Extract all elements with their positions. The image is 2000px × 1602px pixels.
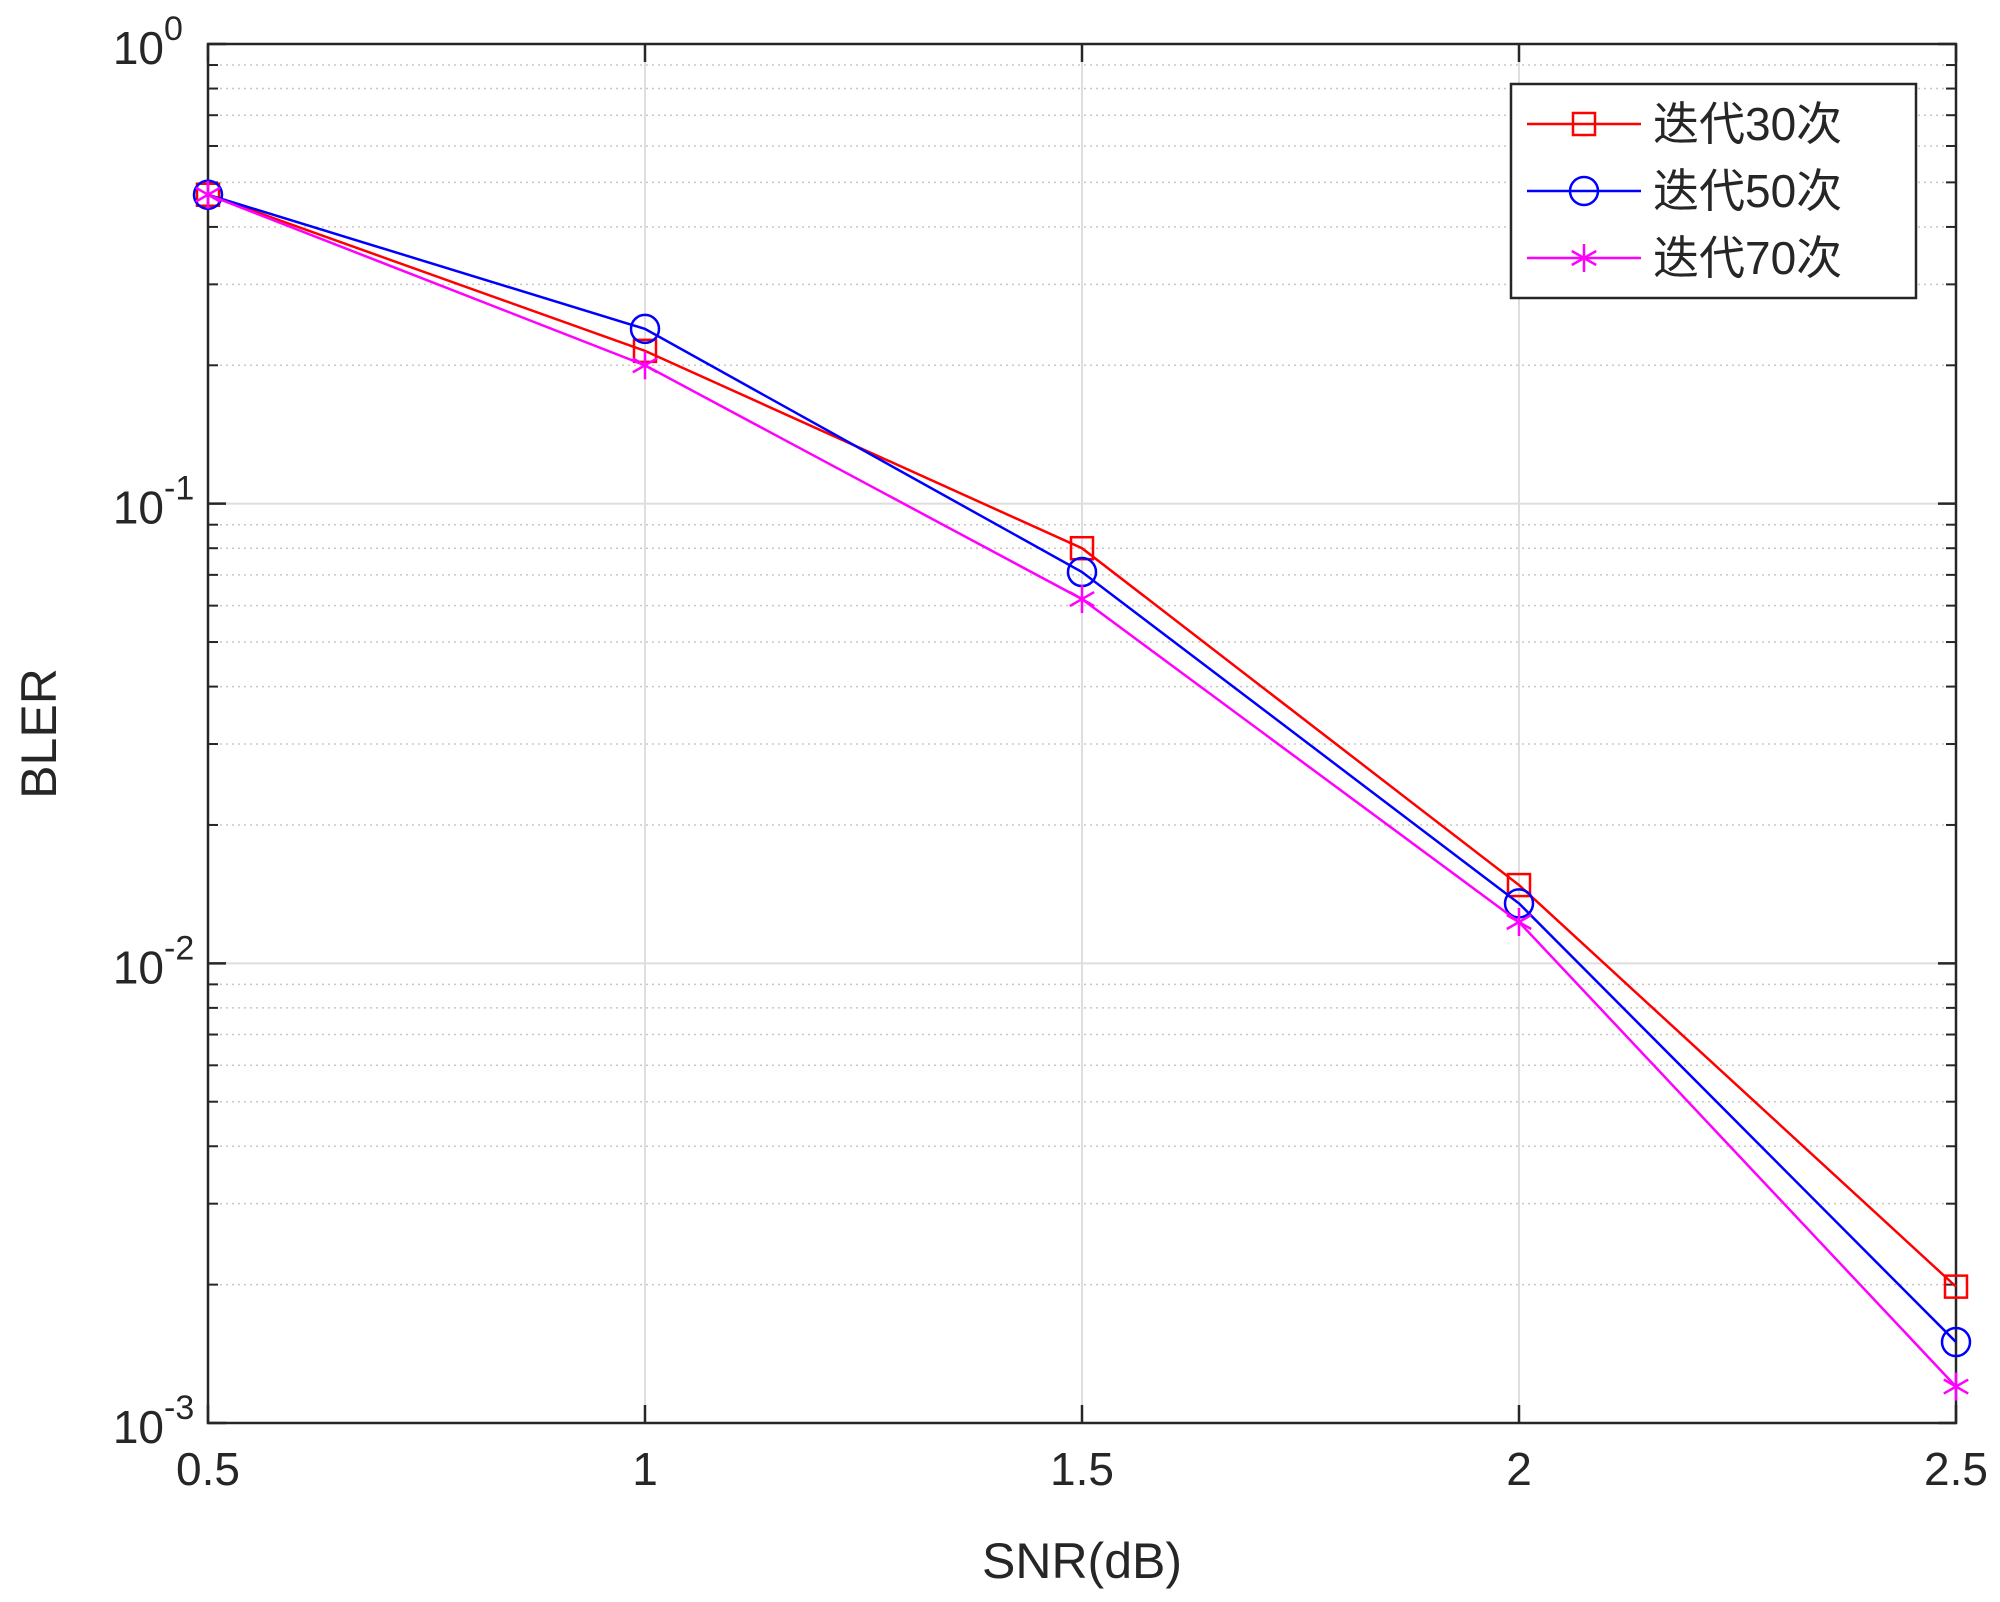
legend-label: 迭代50次 xyxy=(1653,165,1842,217)
y-axis-label: BLER xyxy=(11,668,67,799)
asterisk-stroke xyxy=(632,357,658,374)
series-group xyxy=(192,179,1972,1401)
legend-label: 迭代70次 xyxy=(1653,232,1842,284)
x-tick-label: 0.5 xyxy=(176,1443,240,1495)
circle-marker xyxy=(1940,1326,1972,1358)
y-tick-label: 10 -2 xyxy=(113,929,194,993)
legend-item: 迭代50次 xyxy=(1527,165,1842,217)
y-tick-exponent: -2 xyxy=(164,929,194,967)
y-tick-base: 10 xyxy=(113,22,164,74)
asterisk-marker xyxy=(1069,585,1095,614)
asterisk-marker xyxy=(1506,908,1532,937)
legend-item: 迭代70次 xyxy=(1527,232,1842,284)
asterisk-stroke xyxy=(1571,249,1597,267)
asterisk-stroke xyxy=(195,186,221,203)
asterisk-marker xyxy=(1943,1372,1969,1401)
series-line xyxy=(207,193,1957,1288)
y-tick-exponent: -1 xyxy=(164,470,194,508)
square-marker xyxy=(1943,1274,1969,1299)
y-tick-base: 10 xyxy=(113,1401,164,1453)
asterisk-stroke xyxy=(1069,591,1095,608)
y-tick-exponent: -3 xyxy=(164,1389,194,1427)
y-tick-label: 10 -3 xyxy=(113,1389,194,1453)
circle-marker xyxy=(629,313,661,345)
asterisk-stroke xyxy=(1943,1378,1969,1395)
x-tick-labels: 0.5 1 1.5 2 2.5 xyxy=(176,1443,1988,1495)
circle-marker xyxy=(1568,175,1600,207)
series-3 xyxy=(195,180,1969,1401)
series-line xyxy=(207,193,1957,1343)
asterisk-stroke xyxy=(1506,913,1532,931)
square-marker xyxy=(1571,111,1597,137)
y-tick-label: 10 0 xyxy=(113,10,183,74)
y-tick-base: 10 xyxy=(113,482,164,534)
square-marker xyxy=(1506,872,1532,898)
asterisk-marker xyxy=(632,351,658,380)
asterisk-marker xyxy=(195,180,221,209)
y-tick-base: 10 xyxy=(113,941,164,993)
axis-ticks xyxy=(206,42,1958,1425)
x-tick-label: 1 xyxy=(632,1443,658,1495)
legend-item: 迭代30次 xyxy=(1527,98,1842,150)
asterisk-marker xyxy=(1571,244,1597,272)
x-tick-label: 2 xyxy=(1506,1443,1532,1495)
x-tick-label: 2.5 xyxy=(1924,1443,1988,1495)
y-tick-exponent: 0 xyxy=(164,10,183,48)
y-tick-label: 10 -1 xyxy=(113,470,194,534)
x-tick-label: 1.5 xyxy=(1050,1443,1114,1495)
legend-label: 迭代30次 xyxy=(1653,98,1842,150)
x-axis-label: SNR(dB) xyxy=(982,1533,1182,1589)
